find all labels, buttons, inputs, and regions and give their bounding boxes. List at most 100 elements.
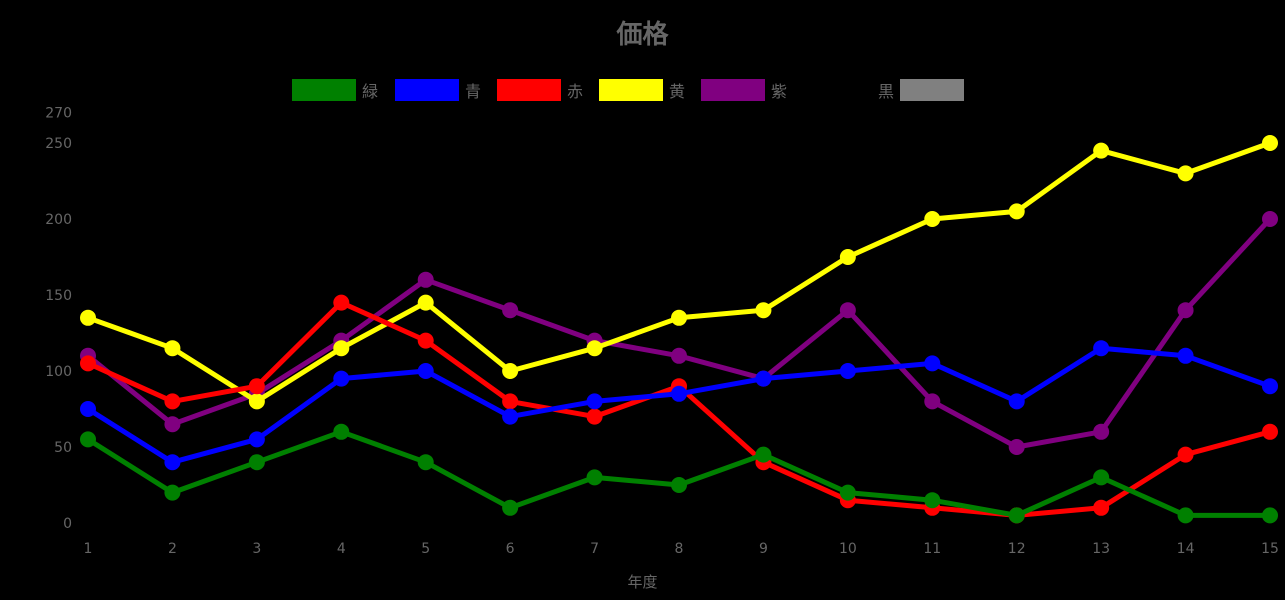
- data-point[interactable]: [164, 416, 181, 433]
- data-point[interactable]: [839, 249, 856, 265]
- data-point[interactable]: [417, 271, 434, 288]
- data-point[interactable]: [1093, 142, 1110, 159]
- legend-label: 青: [465, 82, 482, 101]
- legend-swatch: [701, 79, 765, 101]
- data-point[interactable]: [1008, 507, 1025, 524]
- y-tick-label: 200: [45, 212, 72, 228]
- data-point[interactable]: [417, 294, 434, 311]
- data-point[interactable]: [248, 431, 265, 448]
- x-tick-label: 10: [839, 541, 857, 557]
- x-tick-label: 6: [506, 541, 515, 557]
- data-point[interactable]: [1093, 423, 1110, 440]
- data-point[interactable]: [1008, 439, 1025, 455]
- data-point[interactable]: [839, 363, 856, 379]
- data-point[interactable]: [333, 340, 350, 357]
- legend-item[interactable]: 黒: [872, 78, 965, 102]
- data-point[interactable]: [839, 484, 856, 501]
- data-point[interactable]: [924, 492, 941, 509]
- data-point[interactable]: [755, 302, 772, 319]
- data-point[interactable]: [1177, 507, 1194, 524]
- data-point[interactable]: [80, 431, 96, 448]
- data-point[interactable]: [333, 294, 350, 311]
- legend-swatch: [395, 79, 459, 101]
- x-tick-label: 4: [337, 541, 346, 557]
- data-point[interactable]: [924, 211, 941, 227]
- data-point[interactable]: [1262, 423, 1278, 440]
- data-point[interactable]: [333, 370, 350, 387]
- data-point[interactable]: [164, 454, 181, 471]
- data-point[interactable]: [671, 309, 687, 326]
- data-point[interactable]: [671, 385, 687, 402]
- data-point[interactable]: [671, 347, 687, 364]
- legend-label: 紫: [771, 82, 788, 101]
- data-point[interactable]: [417, 454, 434, 471]
- data-point[interactable]: [586, 469, 603, 486]
- data-point[interactable]: [1093, 469, 1110, 486]
- data-point[interactable]: [586, 340, 603, 357]
- data-point[interactable]: [839, 302, 856, 319]
- series-line: [86, 217, 1272, 450]
- legend-label: 赤: [567, 82, 584, 101]
- chart-title: 価格: [616, 20, 669, 50]
- series-黄: [80, 135, 1278, 410]
- data-point[interactable]: [333, 423, 350, 440]
- series-緑: [80, 423, 1278, 524]
- legend-item[interactable]: 緑: [292, 78, 384, 102]
- data-point[interactable]: [502, 363, 519, 379]
- data-point[interactable]: [248, 393, 265, 410]
- data-point[interactable]: [164, 340, 181, 357]
- data-point[interactable]: [80, 309, 96, 326]
- data-point[interactable]: [1262, 507, 1278, 524]
- x-tick-label: 14: [1177, 541, 1195, 557]
- x-tick-label: 12: [1008, 541, 1026, 557]
- data-point[interactable]: [755, 446, 772, 463]
- data-point[interactable]: [417, 332, 434, 349]
- data-point[interactable]: [924, 355, 941, 372]
- x-tick-label: 1: [84, 541, 93, 557]
- x-axis-title: 年度: [627, 573, 658, 591]
- data-point[interactable]: [1262, 135, 1278, 151]
- data-point[interactable]: [586, 408, 603, 425]
- x-tick-label: 3: [252, 541, 261, 557]
- data-point[interactable]: [417, 363, 434, 379]
- data-point[interactable]: [755, 370, 772, 387]
- data-point[interactable]: [1177, 165, 1194, 182]
- legend-item[interactable]: 紫: [701, 78, 793, 102]
- legend: 緑 青 赤黄 紫 黒: [0, 78, 1285, 102]
- data-point[interactable]: [80, 355, 96, 372]
- data-point[interactable]: [1262, 378, 1278, 395]
- data-point[interactable]: [164, 393, 181, 410]
- legend-item[interactable]: 赤: [497, 78, 589, 102]
- legend-swatch: [497, 79, 561, 101]
- data-point[interactable]: [1093, 340, 1110, 357]
- data-point[interactable]: [1177, 347, 1194, 364]
- data-point[interactable]: [1008, 393, 1025, 410]
- data-point[interactable]: [1008, 203, 1025, 220]
- data-point[interactable]: [671, 477, 687, 493]
- x-tick-label: 5: [421, 541, 430, 557]
- series-紫: [80, 211, 1278, 455]
- x-tick-label: 11: [923, 541, 941, 557]
- data-point[interactable]: [1262, 211, 1278, 227]
- data-point[interactable]: [80, 401, 96, 417]
- data-point[interactable]: [248, 378, 265, 395]
- data-point[interactable]: [1093, 499, 1110, 516]
- data-point[interactable]: [502, 393, 519, 410]
- data-point[interactable]: [248, 454, 265, 471]
- data-point[interactable]: [586, 393, 603, 410]
- data-point[interactable]: [1177, 302, 1194, 319]
- y-tick-label: 100: [45, 364, 72, 380]
- data-point[interactable]: [502, 302, 519, 319]
- data-point[interactable]: [502, 408, 519, 425]
- y-tick-label: 270: [45, 106, 72, 122]
- legend-swatch: [292, 79, 356, 101]
- data-point[interactable]: [164, 484, 181, 501]
- data-point[interactable]: [1177, 446, 1194, 463]
- legend-item[interactable]: 青: [395, 78, 487, 102]
- legend-item[interactable]: 黄: [599, 78, 691, 102]
- y-tick-label: 0: [63, 516, 72, 532]
- data-point[interactable]: [924, 393, 941, 410]
- x-tick-label: 8: [675, 541, 684, 557]
- data-point[interactable]: [502, 499, 519, 516]
